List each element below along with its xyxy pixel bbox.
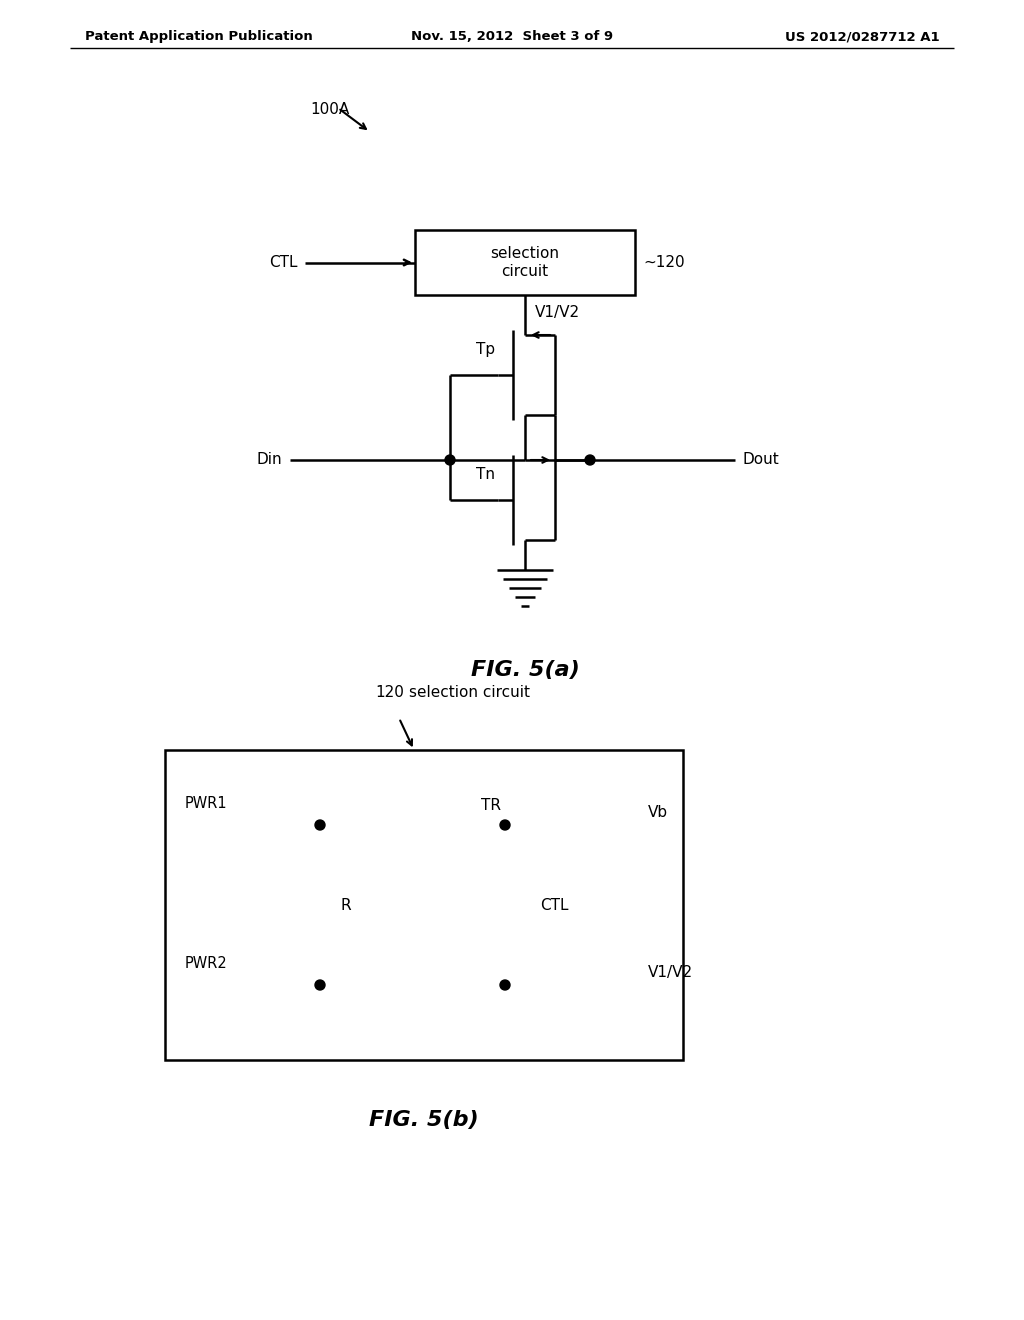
Text: TR: TR: [481, 799, 501, 813]
Text: Tp: Tp: [476, 342, 495, 356]
Text: 120: 120: [375, 685, 404, 700]
Text: R: R: [340, 898, 350, 912]
Text: selection circuit: selection circuit: [409, 685, 530, 700]
Text: US 2012/0287712 A1: US 2012/0287712 A1: [785, 30, 940, 44]
Text: selection
circuit: selection circuit: [490, 246, 559, 280]
Text: V1/V2: V1/V2: [535, 305, 581, 321]
Circle shape: [315, 979, 325, 990]
Text: FIG. 5(b): FIG. 5(b): [370, 1110, 479, 1130]
Circle shape: [315, 820, 325, 830]
Text: Nov. 15, 2012  Sheet 3 of 9: Nov. 15, 2012 Sheet 3 of 9: [411, 30, 613, 44]
Bar: [165, 750, 683, 1060]
Text: CTL: CTL: [540, 898, 568, 912]
Text: Dout: Dout: [743, 453, 779, 467]
Circle shape: [445, 455, 455, 465]
Text: FIG. 5(a): FIG. 5(a): [471, 660, 580, 680]
Circle shape: [585, 455, 595, 465]
Text: ~120: ~120: [643, 255, 685, 271]
Circle shape: [500, 979, 510, 990]
Text: 100A: 100A: [310, 102, 349, 117]
Text: Vb: Vb: [648, 805, 668, 820]
Text: PWR1: PWR1: [185, 796, 227, 810]
Text: Patent Application Publication: Patent Application Publication: [85, 30, 312, 44]
Text: CTL: CTL: [269, 255, 298, 271]
Circle shape: [500, 820, 510, 830]
Text: Din: Din: [256, 453, 282, 467]
Text: V1/V2: V1/V2: [648, 965, 693, 979]
Text: PWR2: PWR2: [185, 956, 227, 972]
Text: Tn: Tn: [476, 467, 495, 482]
Bar: [415, 230, 635, 294]
